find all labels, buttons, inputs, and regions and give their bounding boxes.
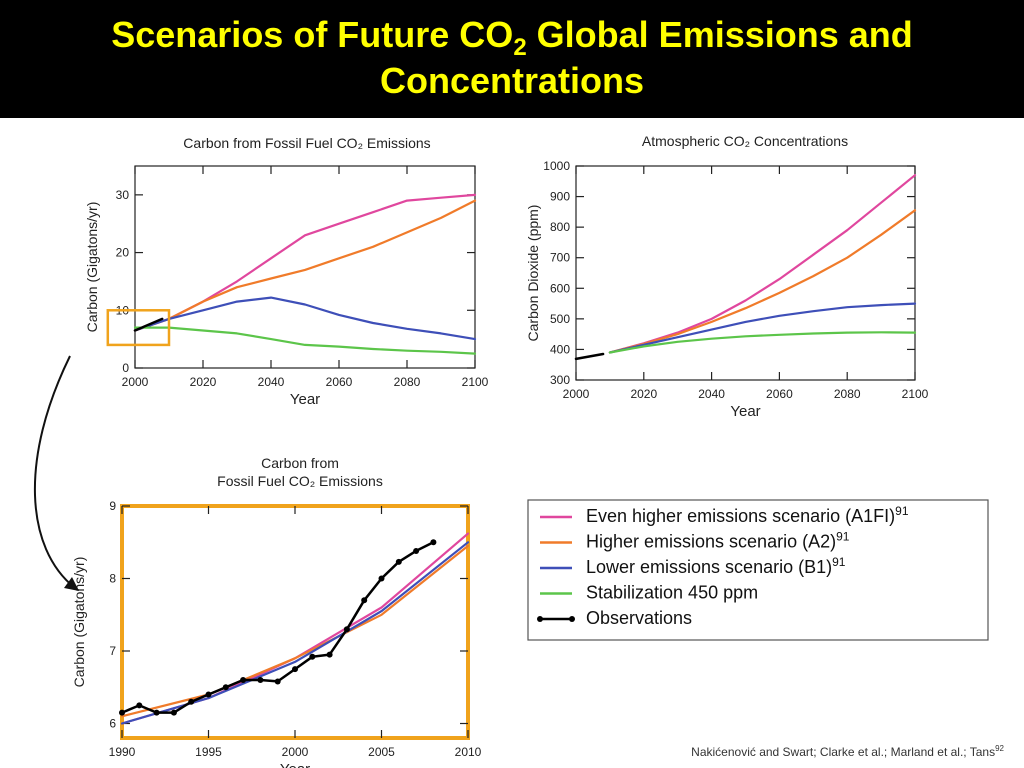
observation-point — [395, 558, 402, 565]
figure-canvas: Carbon from Fossil Fuel CO₂ Emissions200… — [33, 133, 989, 768]
series-line-A1FI — [608, 174, 917, 354]
slide-title: Scenarios of Future CO2 Global Emissions… — [111, 14, 913, 101]
observation-point — [257, 677, 264, 683]
observation-point — [361, 597, 368, 604]
observation-point — [309, 653, 316, 660]
zoom-callout — [33, 355, 79, 591]
plot-frame — [134, 165, 476, 369]
x-tick-label: 2100 — [462, 375, 489, 389]
y-axis-label: Carbon (Gigatons/yr) — [71, 557, 87, 688]
legend-label-B1: Lower emissions scenario (B1)91 — [586, 555, 846, 577]
observation-point — [222, 684, 229, 691]
observation-point — [326, 651, 333, 658]
y-tick-label: 9 — [109, 499, 116, 513]
observation-point — [343, 626, 350, 633]
observation-point — [153, 709, 160, 716]
y-tick-label: 6 — [109, 717, 116, 731]
x-tick-label: 2100 — [902, 387, 929, 401]
series-line-B1 — [120, 541, 470, 725]
plot-frame — [575, 165, 916, 381]
title-bar: Scenarios of Future CO2 Global Emissions… — [0, 0, 1024, 118]
series-line-A2 — [120, 544, 470, 718]
y-tick-label: 600 — [550, 281, 570, 295]
emissions-chart: Carbon from Fossil Fuel CO₂ Emissions200… — [84, 135, 489, 408]
x-tick-label: 2020 — [630, 387, 657, 401]
chart-title-line1: Carbon from — [261, 455, 339, 471]
observation-point — [413, 547, 420, 554]
x-tick-label: 2040 — [258, 375, 285, 389]
observation-point — [430, 539, 437, 546]
legend-marker — [569, 616, 575, 622]
y-tick-label: 500 — [550, 312, 570, 326]
y-tick-label: 800 — [550, 220, 570, 234]
legend-label-stab: Stabilization 450 ppm — [586, 583, 758, 603]
concentrations-chart: Atmospheric CO₂ Concentrations 2000 2020 20… — [525, 133, 929, 420]
y-tick-label: 30 — [116, 188, 130, 202]
zoom-highlight-box — [106, 309, 171, 347]
chart-title-line2: Fossil Fuel CO₂ Emissions — [217, 473, 383, 489]
x-tick-label: 1995 — [195, 745, 222, 759]
observation-point — [188, 698, 195, 705]
observation-point — [378, 575, 385, 582]
x-tick-label: 2060 — [326, 375, 353, 389]
series-line-B1 — [608, 302, 917, 354]
callout-arrow — [33, 355, 76, 589]
legend-label-A2: Higher emissions scenario (A2)91 — [586, 530, 850, 552]
zoom-chart: Carbon from Fossil Fuel CO₂ Emissions 1990… — [71, 455, 482, 768]
x-tick-label: 2060 — [766, 387, 793, 401]
x-tick-label: 2020 — [190, 375, 217, 389]
x-axis-label: Year — [280, 761, 310, 768]
y-tick-label: 700 — [550, 251, 570, 265]
x-axis-label: Year — [730, 403, 760, 420]
legend: Even higher emissions scenario (A1FI)91 H… — [527, 499, 989, 641]
y-tick-label: 1000 — [543, 159, 570, 173]
x-axis-label: Year — [290, 391, 320, 408]
callout-arrowhead — [64, 577, 79, 591]
observation-point — [205, 691, 212, 698]
x-tick-label: 2010 — [455, 745, 482, 759]
series-line-obs — [574, 352, 605, 361]
x-tick-label: 2080 — [834, 387, 861, 401]
x-tick-label: 1990 — [109, 745, 136, 759]
legend-marker — [537, 616, 543, 622]
x-tick-label: 2080 — [394, 375, 421, 389]
observation-point — [292, 666, 298, 673]
y-tick-label: 900 — [550, 190, 570, 204]
x-tick-label: 2000 — [122, 375, 149, 389]
y-tick-label: 400 — [550, 342, 570, 356]
y-tick-label: 20 — [116, 246, 130, 260]
x-tick-label: 2005 — [368, 745, 395, 759]
y-tick-label: 0 — [122, 361, 129, 375]
chart-title: Atmospheric CO₂ Concentrations — [642, 133, 848, 149]
legend-label-A1FI: Even higher emissions scenario (A1FI)91 — [586, 504, 909, 526]
y-tick-label: 300 — [550, 373, 570, 387]
y-axis-label: Carbon Dioxide (ppm) — [525, 205, 541, 342]
series-line-A1FI — [120, 532, 470, 725]
citation: Nakićenović and Swart; Clarke et al.; Ma… — [691, 744, 1004, 759]
y-axis-label: Carbon (Gigatons/yr) — [84, 202, 100, 333]
legend-label-obs: Observations — [586, 608, 692, 628]
observation-point — [170, 709, 177, 716]
y-tick-label: 7 — [109, 644, 116, 658]
series-line-B1 — [133, 296, 477, 341]
y-tick-label: 8 — [109, 572, 116, 586]
series-line-obs — [133, 317, 164, 332]
x-tick-label: 2040 — [698, 387, 725, 401]
series-line-A2 — [133, 199, 477, 332]
observation-point — [274, 678, 281, 685]
x-tick-label: 2000 — [563, 387, 590, 401]
series-line-A2 — [608, 209, 917, 354]
chart-title: Carbon from Fossil Fuel CO₂ Emissions — [183, 135, 430, 151]
observation-point — [119, 709, 125, 716]
legend-box — [527, 499, 989, 641]
x-tick-label: 2000 — [282, 745, 309, 759]
series-line-stab — [133, 326, 477, 355]
observation-point — [136, 702, 143, 709]
series-line-obs — [120, 541, 435, 714]
observation-point — [240, 677, 247, 683]
series-line-stab — [608, 331, 917, 354]
